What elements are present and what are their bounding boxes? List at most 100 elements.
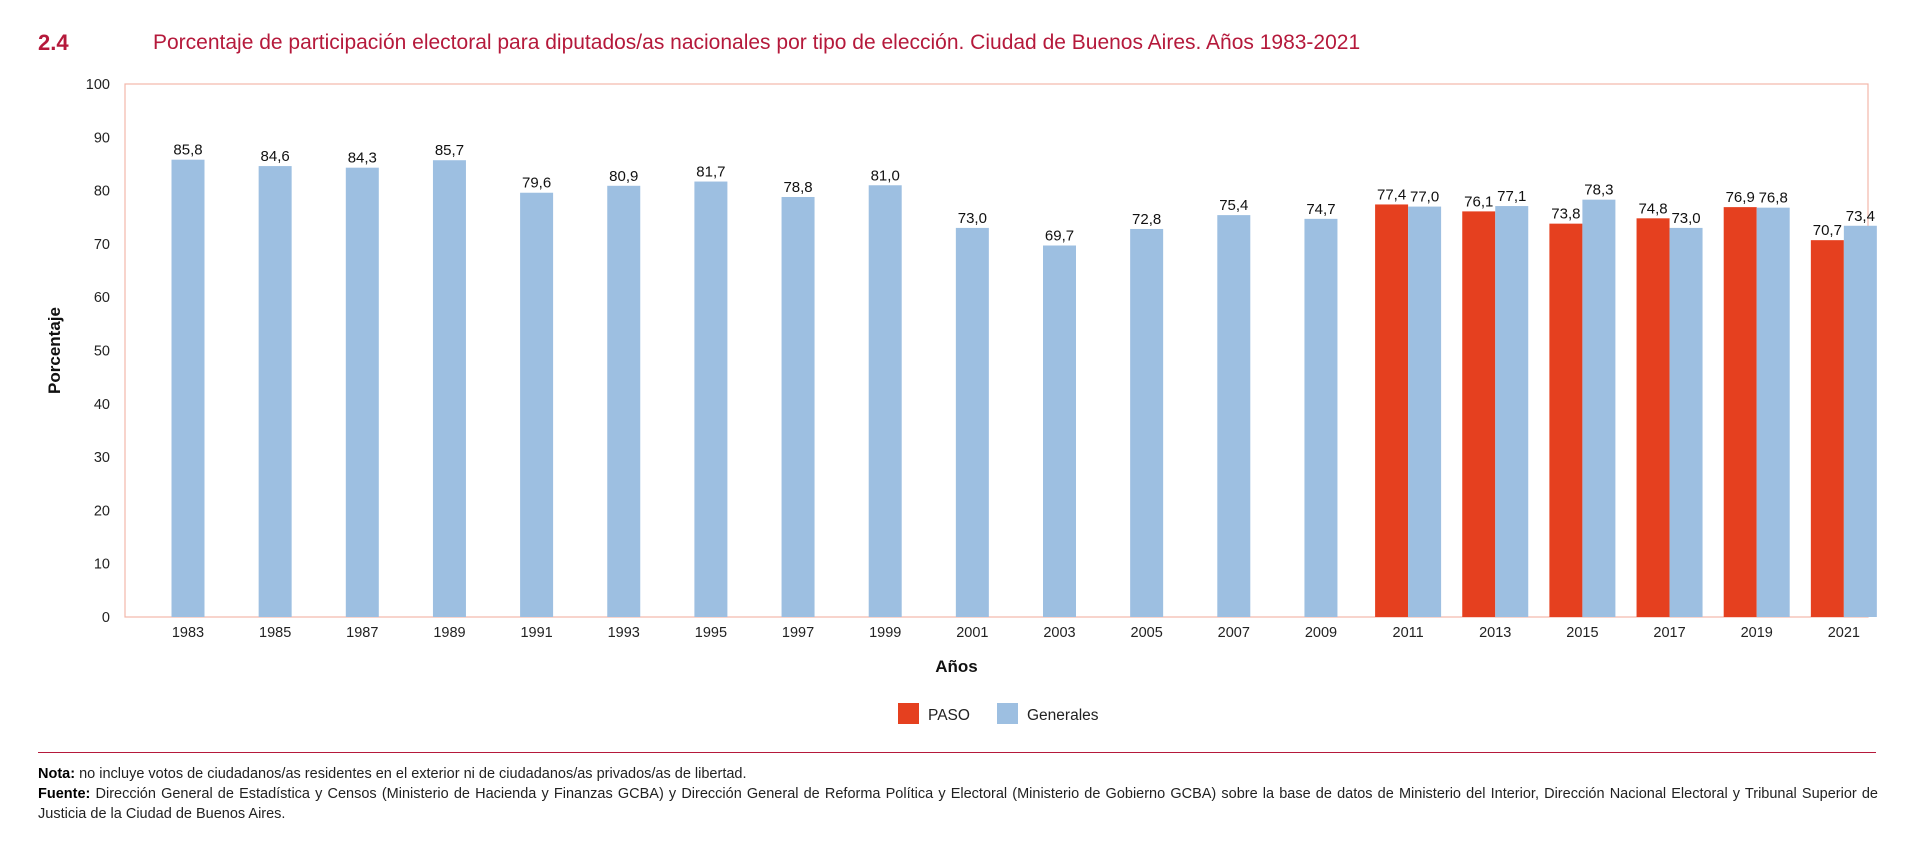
data-label-paso-2017: 74,8 [1638,200,1667,217]
y-tick-label: 100 [86,77,110,93]
data-label-generales-1993: 80,9 [609,168,638,185]
bar-generales-2009 [1304,218,1338,617]
legend-label-paso: PASO [928,707,970,724]
nota-line: Nota: no incluye votos de ciudadanos/as … [38,764,1878,784]
bar-generales-2015 [1582,199,1616,617]
data-label-paso-2011: 77,4 [1377,186,1406,203]
figure-number: 2.4 [38,30,69,55]
x-tick-label: 2021 [1828,625,1860,641]
x-tick-label: 1999 [869,625,901,641]
bar-generales-2005 [1130,228,1164,617]
y-axis-title: Porcentaje [45,307,64,394]
bar-generales-1989 [432,160,466,617]
y-tick-label: 30 [94,450,110,466]
bar-generales-2011 [1408,206,1442,617]
x-axis-title: Años [935,657,978,676]
bar-generales-1999 [868,185,902,617]
bar-generales-1997 [781,196,815,617]
footer-divider [38,752,1876,753]
bar-generales-2021 [1843,225,1877,617]
bar-paso-2011 [1375,204,1409,617]
bar-paso-2021 [1810,240,1844,617]
x-tick-label: 2003 [1043,625,1075,641]
data-label-generales-2013: 77,1 [1497,188,1526,205]
data-label-generales-1999: 81,0 [871,167,900,184]
y-tick-label: 0 [102,610,110,626]
x-tick-label: 1983 [172,625,204,641]
fuente-line: Fuente: Dirección General de Estadística… [38,784,1878,824]
legend-label-generales: Generales [1027,707,1099,724]
x-tick-label: 2009 [1305,625,1337,641]
y-tick-label: 80 [94,184,110,200]
y-tick-label: 90 [94,130,110,146]
data-label-paso-2021: 70,7 [1813,222,1842,239]
x-tick-label: 2005 [1131,625,1163,641]
data-label-paso-2019: 76,9 [1726,189,1755,206]
data-label-generales-2019: 76,8 [1759,190,1788,207]
data-label-paso-2015: 73,8 [1551,206,1580,223]
data-label-generales-1985: 84,6 [261,148,290,165]
y-tick-label: 60 [94,290,110,306]
y-tick-label: 10 [94,557,110,573]
bar-generales-2019 [1756,207,1790,617]
y-tick-label: 40 [94,397,110,413]
x-tick-label: 1985 [259,625,291,641]
data-label-generales-1983: 85,8 [173,142,202,159]
data-label-generales-2003: 69,7 [1045,227,1074,244]
bar-generales-1995 [694,181,728,617]
bar-generales-2013 [1495,206,1529,617]
data-label-generales-2005: 72,8 [1132,211,1161,228]
bar-paso-2019 [1723,207,1757,618]
nota-text: no incluye votos de ciudadanos/as reside… [79,766,747,782]
x-tick-label: 2011 [1393,625,1424,641]
bar-paso-2015 [1549,223,1583,617]
bar-generales-2007 [1217,215,1251,618]
x-tick-label: 1997 [782,625,814,641]
x-tick-label: 2013 [1479,625,1511,641]
data-label-generales-1987: 84,3 [348,150,377,167]
bar-paso-2013 [1462,211,1496,617]
y-tick-label: 20 [94,503,110,519]
x-tick-label: 1987 [346,625,378,641]
x-tick-label: 1991 [520,625,552,641]
x-tick-label: 2017 [1653,625,1685,641]
data-label-generales-2009: 74,7 [1306,201,1335,218]
data-label-generales-1997: 78,8 [783,179,812,196]
data-label-generales-2011: 77,0 [1410,189,1439,206]
bar-generales-2003 [1043,245,1076,617]
data-label-generales-1995: 81,7 [696,164,725,181]
x-tick-label: 2015 [1566,625,1598,641]
y-tick-label: 70 [94,237,110,253]
x-tick-label: 1993 [608,625,640,641]
data-label-generales-1989: 85,7 [435,142,464,159]
bar-generales-2017 [1669,227,1703,617]
bar-generales-1993 [607,185,641,618]
data-label-generales-2015: 78,3 [1584,182,1613,199]
bar-generales-1983 [171,159,205,617]
data-label-generales-2017: 73,0 [1671,210,1700,227]
bar-generales-1987 [345,167,379,617]
bar-generales-2001 [955,227,989,617]
fuente-text: Dirección General de Estadística y Censo… [38,786,1878,822]
x-tick-label: 2007 [1218,625,1250,641]
x-tick-label: 2001 [956,625,988,641]
data-label-generales-2007: 75,4 [1219,197,1248,214]
y-tick-label: 50 [94,344,110,360]
legend-swatch-paso [898,703,919,724]
data-label-generales-1991: 79,6 [522,175,551,192]
bar-paso-2017 [1636,218,1670,618]
x-tick-label: 2019 [1741,625,1773,641]
notes-block: Nota: no incluye votos de ciudadanos/as … [38,764,1878,824]
figure-title: Porcentaje de participación electoral pa… [153,31,1361,54]
data-label-paso-2013: 76,1 [1464,193,1493,210]
bar-generales-1985 [258,166,292,617]
data-label-generales-2021: 73,4 [1846,208,1875,225]
x-tick-label: 1995 [695,625,727,641]
x-tick-label: 1989 [433,625,465,641]
fuente-label: Fuente: [38,786,91,802]
bar-chart: 0 10 20 30 40 50 60 70 80 90 100 Porcentaje Años 1983… [45,77,1877,724]
legend-swatch-generales [997,703,1018,724]
nota-label: Nota: [38,766,76,782]
data-label-generales-2001: 73,0 [958,210,987,227]
bar-generales-1991 [520,192,554,617]
